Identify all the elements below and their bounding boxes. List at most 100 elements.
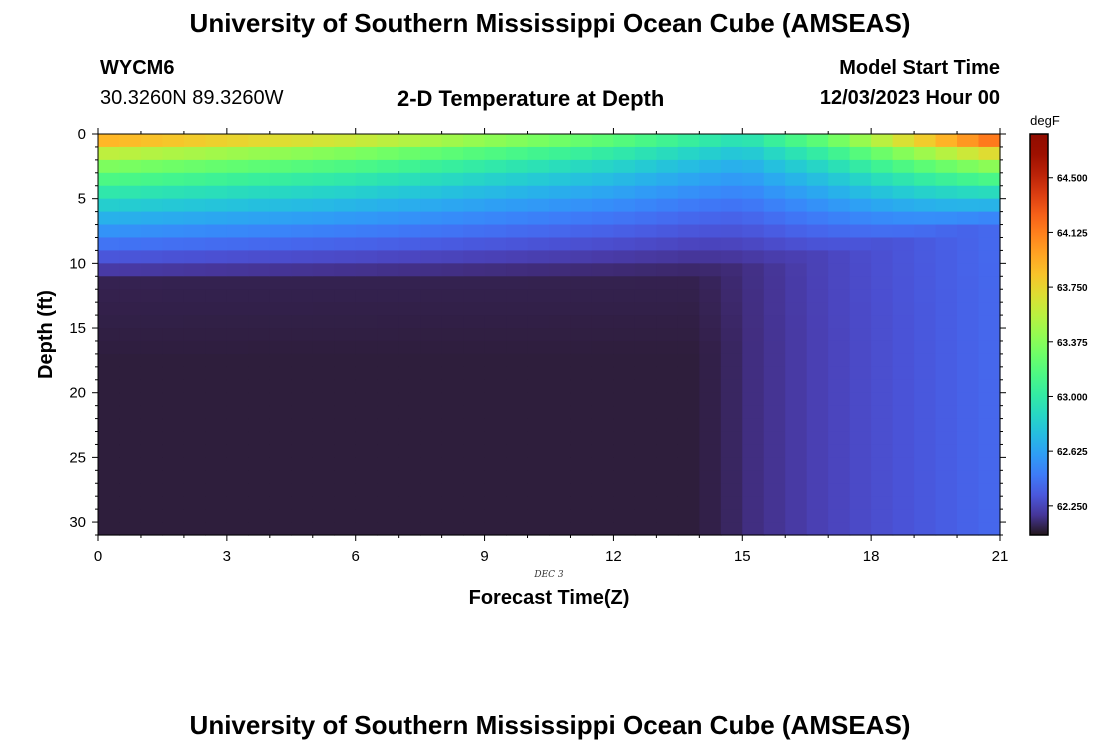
heatmap-cell xyxy=(806,146,829,161)
heatmap-cell xyxy=(699,276,722,290)
heatmap-cell xyxy=(226,198,249,213)
heatmap-cell xyxy=(828,522,851,536)
heatmap-cell xyxy=(355,302,378,316)
heatmap-cell xyxy=(634,211,657,226)
y-tick-label: 30 xyxy=(69,514,86,531)
heatmap-cell xyxy=(613,159,636,174)
heatmap-cell xyxy=(914,224,937,239)
heatmap-cell xyxy=(720,353,743,368)
heatmap-cell xyxy=(828,146,851,161)
heatmap-cell xyxy=(98,483,121,497)
y-tick-label: 15 xyxy=(69,320,86,337)
heatmap-cell xyxy=(828,211,851,226)
heatmap-cell xyxy=(162,522,185,536)
heatmap-cell xyxy=(892,379,915,394)
heatmap-cell xyxy=(527,159,550,174)
heatmap-cell xyxy=(742,211,765,226)
heatmap-cell xyxy=(248,340,271,355)
heatmap-cell xyxy=(119,444,142,458)
date-label: DEC 3 xyxy=(533,570,564,580)
heatmap-cell xyxy=(269,134,292,148)
heatmap-cell xyxy=(334,457,357,471)
heatmap-cell xyxy=(441,134,464,148)
heatmap-cell xyxy=(892,444,915,458)
heatmap-cell xyxy=(549,315,572,329)
heatmap-cell xyxy=(527,263,550,277)
heatmap-cell xyxy=(312,444,335,458)
heatmap-cell xyxy=(806,237,829,252)
heatmap-cell xyxy=(978,237,1001,252)
heatmap-cell xyxy=(140,444,164,458)
heatmap-cell xyxy=(463,198,486,213)
heatmap-cell xyxy=(549,457,572,471)
heatmap-cell xyxy=(291,198,314,213)
heatmap-cell xyxy=(591,289,615,303)
heatmap-cell xyxy=(334,496,357,510)
heatmap-cell xyxy=(334,431,357,446)
heatmap-cell xyxy=(591,146,615,161)
heatmap-cell xyxy=(677,315,700,329)
heatmap-cell xyxy=(978,211,1001,226)
heatmap-cell xyxy=(978,457,1001,471)
heatmap-cell xyxy=(355,444,378,458)
heatmap-cell xyxy=(291,328,314,342)
heatmap-cell xyxy=(892,353,915,368)
heatmap-cell xyxy=(398,522,421,536)
heatmap-cell xyxy=(634,263,657,277)
heatmap-cell xyxy=(226,470,249,484)
heatmap-cell xyxy=(162,353,185,368)
heatmap-cell xyxy=(291,470,314,484)
heatmap-cell xyxy=(162,172,185,187)
heatmap-cell xyxy=(377,353,400,368)
heatmap-cell xyxy=(742,224,765,239)
heatmap-cell xyxy=(98,185,121,200)
heatmap-cell xyxy=(634,276,657,290)
heatmap-cell xyxy=(420,172,443,187)
heatmap-cell xyxy=(291,366,314,381)
heatmap-cell xyxy=(613,185,636,200)
heatmap-cell xyxy=(570,418,593,433)
heatmap-cell xyxy=(957,315,980,329)
heatmap-cell xyxy=(699,522,722,536)
heatmap-cell xyxy=(828,134,851,148)
heatmap-cell xyxy=(506,483,529,497)
heatmap-cell xyxy=(119,302,142,316)
heatmap-cell xyxy=(355,328,378,342)
heatmap-cell xyxy=(677,496,700,510)
heatmap-cell xyxy=(463,263,486,277)
heatmap-cell xyxy=(549,431,572,446)
heatmap-cell xyxy=(269,328,292,342)
heatmap-cell xyxy=(463,185,486,200)
heatmap-cell xyxy=(119,353,142,368)
heatmap-cell xyxy=(935,405,958,420)
heatmap-cell xyxy=(119,198,142,213)
heatmap-cell xyxy=(763,276,786,290)
heatmap-cell xyxy=(978,496,1001,510)
heatmap-cell xyxy=(570,328,593,342)
heatmap-cell xyxy=(420,457,443,471)
heatmap-cell xyxy=(312,224,335,239)
heatmap-cell xyxy=(935,185,958,200)
colorbar-tick-label: 64.500 xyxy=(1057,174,1088,185)
heatmap-cell xyxy=(656,444,679,458)
heatmap-cell xyxy=(978,340,1001,355)
heatmap-cell xyxy=(892,276,915,290)
heatmap-cell xyxy=(140,289,164,303)
heatmap-cell xyxy=(677,159,700,174)
heatmap-cell xyxy=(591,457,615,471)
heatmap-cell xyxy=(334,172,357,187)
heatmap-cell xyxy=(699,185,722,200)
heatmap-cell xyxy=(785,211,808,226)
heatmap-cell xyxy=(506,289,529,303)
heatmap-cell xyxy=(226,431,249,446)
heatmap-cell xyxy=(269,289,292,303)
heatmap-cell xyxy=(806,340,829,355)
heatmap-cell xyxy=(763,315,786,329)
heatmap-cell xyxy=(957,263,980,277)
heatmap-cell xyxy=(398,146,421,161)
heatmap-cell xyxy=(334,379,357,394)
heatmap-cell xyxy=(291,405,314,420)
heatmap-cell xyxy=(226,134,249,148)
heatmap-cell xyxy=(806,328,829,342)
heatmap-cell xyxy=(785,328,808,342)
